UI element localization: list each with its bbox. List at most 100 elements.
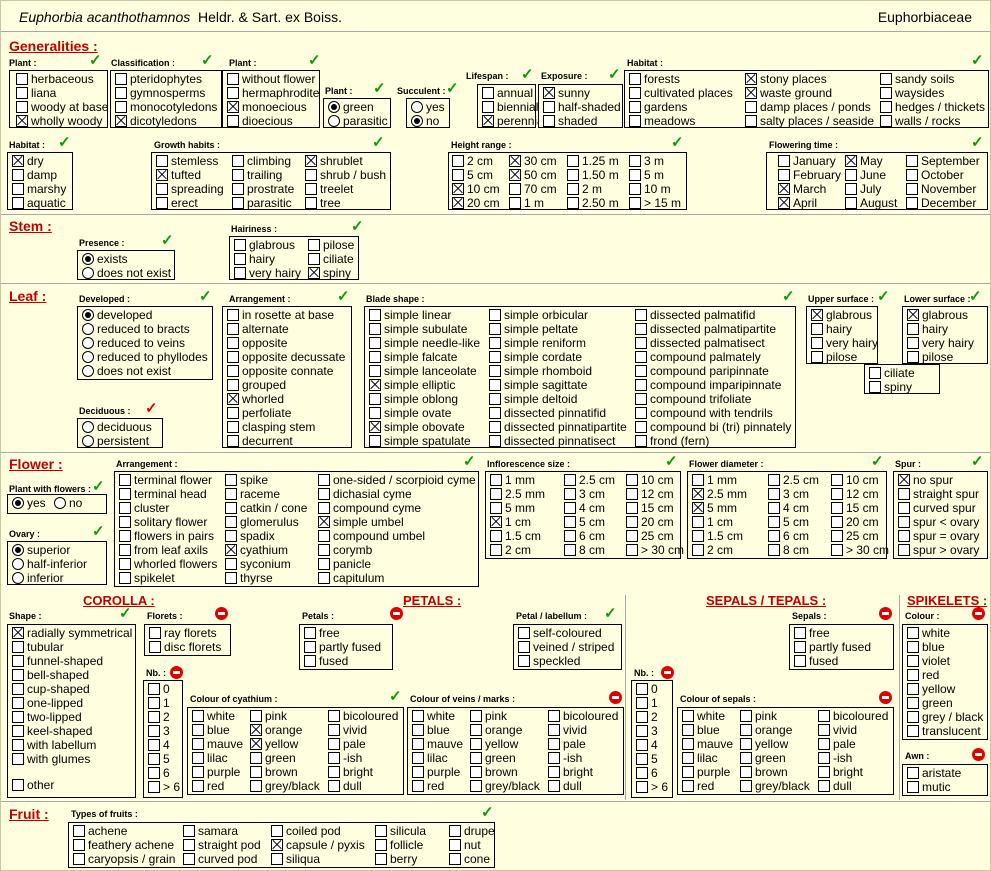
checkbox[interactable] — [12, 627, 24, 639]
checkbox[interactable] — [845, 197, 857, 209]
checkbox[interactable] — [482, 87, 494, 99]
checkbox[interactable] — [567, 183, 579, 195]
checkbox[interactable] — [831, 502, 843, 514]
checkbox[interactable] — [906, 155, 918, 167]
checkbox[interactable] — [869, 381, 881, 393]
checkbox[interactable] — [250, 738, 262, 750]
checkbox[interactable] — [369, 365, 381, 377]
checkbox[interactable] — [250, 766, 262, 778]
checkbox[interactable] — [518, 641, 530, 653]
checkbox[interactable] — [635, 323, 647, 335]
checkbox[interactable] — [635, 337, 647, 349]
checkbox[interactable] — [682, 738, 694, 750]
checkbox[interactable] — [225, 544, 237, 556]
checkbox[interactable] — [369, 393, 381, 405]
checkbox[interactable] — [148, 767, 160, 779]
radio-button[interactable] — [411, 115, 423, 127]
checkbox[interactable] — [489, 309, 501, 321]
checkbox[interactable] — [509, 197, 521, 209]
radio-button[interactable] — [82, 365, 94, 377]
checkbox[interactable] — [16, 101, 28, 113]
radio-button[interactable] — [12, 544, 24, 556]
checkbox[interactable] — [115, 115, 127, 127]
checkbox[interactable] — [12, 183, 24, 195]
checkbox[interactable] — [470, 752, 482, 764]
checkbox[interactable] — [636, 725, 648, 737]
checkbox[interactable] — [906, 183, 918, 195]
checkbox[interactable] — [271, 853, 283, 865]
checkbox[interactable] — [740, 780, 752, 792]
checkbox[interactable] — [629, 87, 641, 99]
checkbox[interactable] — [682, 710, 694, 722]
checkbox[interactable] — [156, 183, 168, 195]
checkbox[interactable] — [636, 697, 648, 709]
checkbox[interactable] — [482, 101, 494, 113]
checkbox[interactable] — [452, 155, 464, 167]
checkbox[interactable] — [845, 169, 857, 181]
checkbox[interactable] — [271, 825, 283, 837]
checkbox[interactable] — [518, 627, 530, 639]
checkbox[interactable] — [564, 530, 576, 542]
checkbox[interactable] — [635, 435, 647, 447]
checkbox[interactable] — [149, 641, 161, 653]
radio-button[interactable] — [12, 558, 24, 570]
checkbox[interactable] — [225, 488, 237, 500]
checkbox[interactable] — [548, 724, 560, 736]
checkbox[interactable] — [148, 753, 160, 765]
checkbox[interactable] — [635, 393, 647, 405]
checkbox[interactable] — [369, 379, 381, 391]
checkbox[interactable] — [626, 488, 638, 500]
checkbox[interactable] — [16, 87, 28, 99]
checkbox[interactable] — [543, 87, 555, 99]
checkbox[interactable] — [12, 697, 24, 709]
checkbox[interactable] — [768, 502, 780, 514]
checkbox[interactable] — [250, 710, 262, 722]
checkbox[interactable] — [489, 351, 501, 363]
checkbox[interactable] — [906, 169, 918, 181]
checkbox[interactable] — [906, 197, 918, 209]
checkbox[interactable] — [778, 197, 790, 209]
checkbox[interactable] — [907, 669, 919, 681]
checkbox[interactable] — [16, 115, 28, 127]
checkbox[interactable] — [548, 766, 560, 778]
checkbox[interactable] — [227, 435, 239, 447]
checkbox[interactable] — [375, 825, 387, 837]
checkbox[interactable] — [305, 169, 317, 181]
checkbox[interactable] — [635, 379, 647, 391]
checkbox[interactable] — [818, 724, 830, 736]
checkbox[interactable] — [449, 839, 461, 851]
checkbox[interactable] — [811, 309, 823, 321]
checkbox[interactable] — [629, 155, 641, 167]
checkbox[interactable] — [489, 337, 501, 349]
checkbox[interactable] — [369, 407, 381, 419]
checkbox[interactable] — [682, 752, 694, 764]
checkbox[interactable] — [898, 544, 910, 556]
checkbox[interactable] — [232, 169, 244, 181]
checkbox[interactable] — [880, 101, 892, 113]
checkbox[interactable] — [227, 407, 239, 419]
checkbox[interactable] — [907, 337, 919, 349]
checkbox[interactable] — [369, 435, 381, 447]
checkbox[interactable] — [898, 474, 910, 486]
checkbox[interactable] — [328, 710, 340, 722]
checkbox[interactable] — [115, 87, 127, 99]
checkbox[interactable] — [636, 753, 648, 765]
checkbox[interactable] — [626, 474, 638, 486]
checkbox[interactable] — [12, 669, 24, 681]
radio-button[interactable] — [411, 101, 423, 113]
checkbox[interactable] — [119, 516, 131, 528]
checkbox[interactable] — [682, 724, 694, 736]
checkbox[interactable] — [489, 379, 501, 391]
checkbox[interactable] — [115, 73, 127, 85]
checkbox[interactable] — [369, 351, 381, 363]
checkbox[interactable] — [818, 766, 830, 778]
checkbox[interactable] — [564, 516, 576, 528]
checkbox[interactable] — [509, 183, 521, 195]
checkbox[interactable] — [907, 641, 919, 653]
checkbox[interactable] — [794, 655, 806, 667]
checkbox[interactable] — [898, 516, 910, 528]
checkbox[interactable] — [564, 502, 576, 514]
checkbox[interactable] — [328, 766, 340, 778]
checkbox[interactable] — [227, 309, 239, 321]
checkbox[interactable] — [369, 323, 381, 335]
